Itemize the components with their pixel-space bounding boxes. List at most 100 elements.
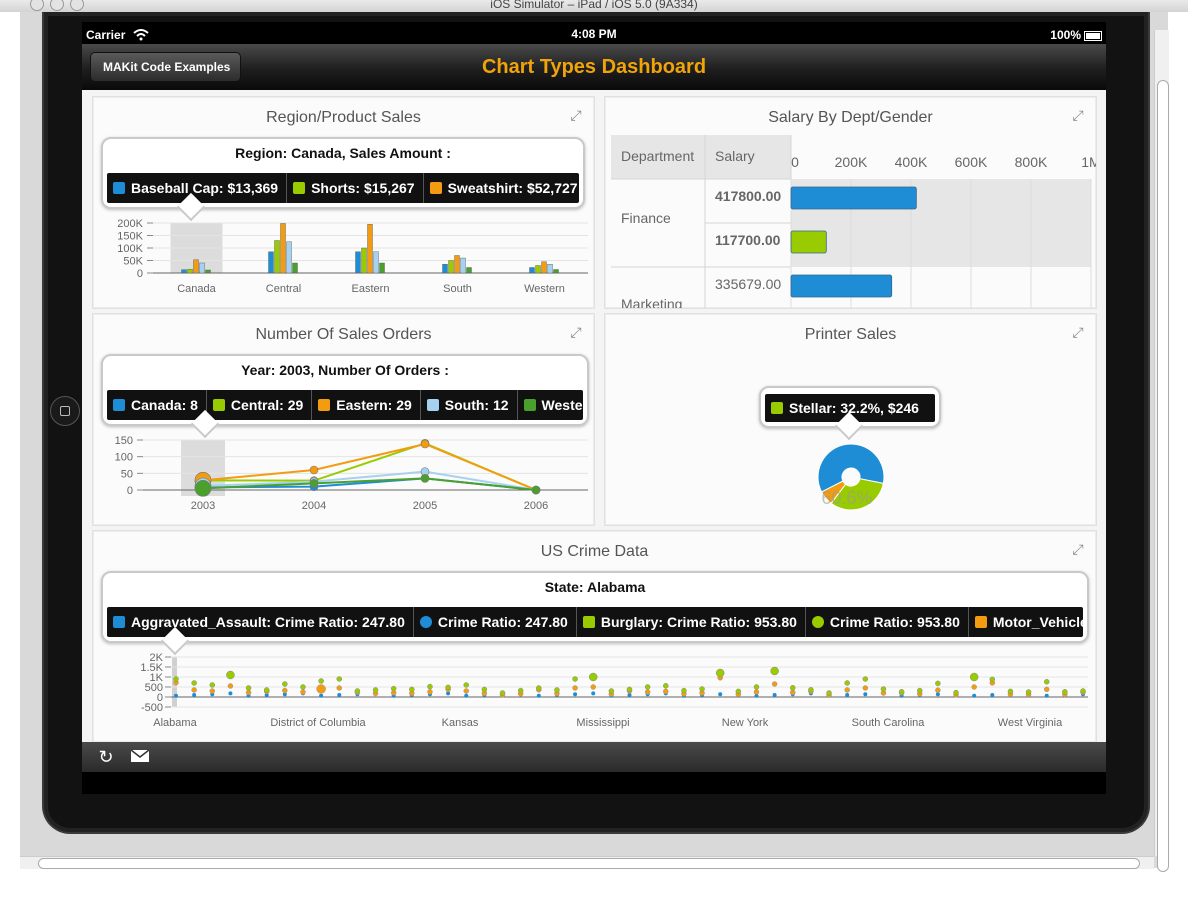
crime-point (715, 668, 725, 678)
horizontal-scrollbar[interactable] (20, 856, 1154, 869)
salary-bar (790, 186, 917, 210)
clock: 4:08 PM (571, 27, 617, 41)
salary-panel[interactable]: Salary By Dept/Gender ⤢ Department Salar… (604, 96, 1097, 309)
x-tick-label: 2006 (524, 500, 548, 512)
crime-point (228, 691, 233, 696)
scroll-thumb[interactable] (38, 858, 1140, 869)
battery-icon (1084, 30, 1102, 41)
close-window-button[interactable] (30, 0, 44, 11)
y-tick-label: 200K (117, 218, 143, 230)
x-tick-label: District of Columbia (270, 717, 366, 729)
crime-point (1043, 679, 1050, 685)
orders-chart[interactable]: 150 100 50 0 2003 2004 2005 2006 (93, 314, 594, 525)
status-bar: Carrier 4:08 PM 100% (82, 22, 1106, 44)
bar (442, 264, 448, 274)
crime-point (935, 687, 941, 693)
crime-point (427, 689, 433, 695)
crime-point (1025, 689, 1032, 695)
legend-swatch (318, 399, 331, 411)
printer-panel[interactable]: Printer Sales ⤢ 60.6% Stellar: 32.2%, $2… (604, 313, 1097, 526)
crime-point (174, 693, 178, 698)
x-tick-label: 800K (1015, 154, 1048, 170)
minimize-window-button[interactable] (50, 0, 64, 11)
crime-point (191, 680, 197, 686)
legend-swatch (426, 399, 439, 411)
crime-point (390, 685, 397, 692)
tooltip-legend-strip: Aggravated_Assault: Crime Ratio: 247.80 C… (107, 607, 1083, 637)
crime-point (862, 676, 869, 682)
crime-point (264, 693, 269, 697)
data-point (309, 479, 319, 488)
crime-point (989, 676, 996, 683)
legend-swatch (113, 399, 125, 411)
y-tick-label: 500 (145, 682, 163, 694)
crime-point (953, 689, 959, 696)
panel-title: Salary By Dept/Gender (768, 109, 933, 126)
back-button[interactable]: MAKit Code Examples (90, 52, 242, 82)
refresh-icon[interactable]: ↻ (98, 747, 114, 767)
printer-pie-chart[interactable]: 60.6% (605, 314, 1096, 525)
crime-point (372, 687, 379, 693)
x-tick-label: Kansas (442, 717, 479, 729)
series-line (202, 442, 537, 491)
home-button[interactable] (50, 396, 80, 426)
crime-point (969, 672, 979, 682)
crime-point (336, 685, 343, 691)
tooltip-item-label: Crime Ratio: 247.80 (437, 614, 568, 630)
x-tick-label: 2004 (302, 500, 326, 512)
tooltip-item-label: Baseball Cap: $13,369 (131, 180, 279, 196)
panel-title: Printer Sales (804, 326, 897, 343)
region-sales-panel[interactable]: Region/Product Sales ⤢ 200K 150K 100K 50K 0 C… (92, 96, 595, 309)
nav-title: Chart Types Dashboard (481, 56, 707, 78)
crime-point (245, 685, 252, 691)
crime-point (790, 689, 796, 696)
expand-icon[interactable]: ⤢ (570, 324, 582, 340)
crime-point (209, 688, 216, 694)
salary-cell: 117700.00 (715, 232, 781, 248)
chart-tooltip: Region: Canada, Sales Amount : Baseball … (101, 137, 585, 209)
crime-point (282, 692, 287, 697)
crime-point (499, 690, 506, 696)
bar (274, 240, 280, 274)
ipad-screen: Carrier 4:08 PM 100% MAKit Code Examples… (82, 22, 1106, 794)
bar (541, 261, 547, 274)
y-tick-label: 1.5K (140, 662, 163, 674)
panel-title: Region/Product Sales (266, 109, 421, 126)
y-tick-label: 0 (157, 692, 163, 704)
y-tick-label: 50K (123, 256, 143, 268)
crime-panel[interactable]: US Crime Data ⤢ 2K 1.5K 1K 500 0 -500 Alabama D… (92, 530, 1097, 743)
expand-icon[interactable]: ⤢ (570, 107, 582, 123)
legend-swatch (974, 616, 987, 628)
mail-icon[interactable] (130, 748, 150, 766)
simulator-titlebar: iOS Simulator – iPad / iOS 5.0 (9A334) (0, 0, 1188, 12)
bar (367, 224, 373, 274)
scroll-thumb[interactable] (1157, 80, 1169, 872)
bar (286, 241, 292, 274)
y-tick-label: 0 (127, 485, 133, 497)
tooltip-title: Region: Canada, Sales Amount : (235, 145, 451, 161)
tooltip-item-label: Canada: 8 (131, 397, 198, 413)
crime-point (753, 684, 760, 690)
salary-chart[interactable]: Department Salary Finance Marketing 4178… (605, 97, 1096, 308)
crime-point (354, 688, 361, 694)
zoom-window-button[interactable] (70, 0, 84, 11)
crime-point (463, 688, 469, 694)
crime-point (263, 687, 270, 693)
crime-point (209, 682, 216, 688)
x-tick-label: Central (266, 283, 301, 295)
expand-icon[interactable]: ⤢ (1072, 107, 1084, 123)
bar (181, 269, 187, 274)
expand-icon[interactable]: ⤢ (1072, 541, 1084, 557)
crime-point (337, 693, 342, 697)
crime-point (572, 676, 578, 682)
vertical-scrollbar[interactable] (1154, 30, 1169, 872)
data-point (194, 480, 212, 497)
bar (205, 269, 211, 274)
crime-point (826, 690, 832, 696)
orders-panel[interactable]: Number Of Sales Orders ⤢ 150 100 50 0 2003 20… (92, 313, 595, 526)
crime-point (754, 693, 759, 698)
crime-point (427, 683, 433, 690)
expand-icon[interactable]: ⤢ (1072, 324, 1084, 340)
